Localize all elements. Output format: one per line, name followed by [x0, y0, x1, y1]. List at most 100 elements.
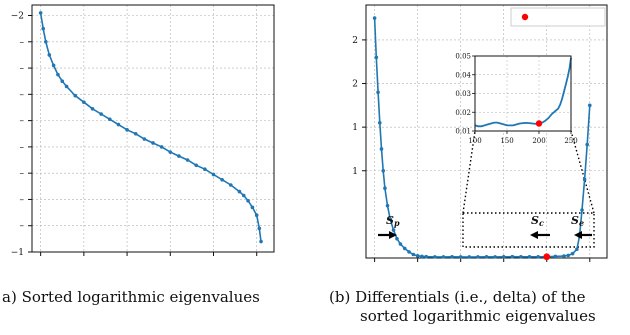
- chart-b-data-point: [501, 254, 506, 259]
- chart-a-data-point: [82, 100, 86, 105]
- chart-a-data-point: [64, 84, 69, 89]
- chart-b-ticks: 1 1 2 2: [352, 36, 591, 262]
- annotation-se: Se: [571, 214, 592, 239]
- zoom-connector-left: [462, 130, 476, 214]
- chart-b-data-point: [580, 208, 584, 212]
- chart-b-data-point: [424, 254, 429, 259]
- chart-a-ytick-label: –: [20, 64, 25, 74]
- chart-a-ytick-label: −1: [11, 248, 24, 258]
- chart-a-data-point: [241, 193, 246, 198]
- chart-a-ticks: −2 – – – – – – – – −1: [11, 12, 258, 258]
- chart-b-data-point: [388, 216, 392, 221]
- chart-a-data-point: [246, 198, 250, 203]
- chart-a-data-point: [73, 93, 78, 98]
- caption-a: a) Sorted logarithmic eigenvalues: [2, 288, 260, 306]
- chart-a-ytick-label: –: [20, 222, 25, 232]
- chart-b-data-point: [433, 255, 437, 259]
- chart-b-data-point: [407, 250, 411, 254]
- chart-a-data-point: [254, 213, 259, 218]
- chart-b-inset: 100 150 200 250 0.01 0.02 0.03 0.04 0.05: [455, 53, 577, 146]
- chart-a-data-point: [194, 163, 199, 168]
- inset-ytick-label: 0.01: [455, 128, 471, 136]
- chart-b-data-point: [476, 255, 480, 259]
- chart-b-data-point: [510, 254, 515, 259]
- chart-b-data-point: [527, 254, 532, 259]
- chart-b-data-point: [484, 254, 489, 259]
- inset-frame-outline: [474, 55, 572, 132]
- inset-xtick-label: 100: [468, 137, 481, 145]
- annotation-sp-label: Sp: [386, 214, 400, 228]
- chart-b-ytick-label: 2: [352, 36, 358, 46]
- zoom-region-box: [462, 212, 595, 248]
- chart-a-ytick-label: –: [20, 169, 25, 179]
- chart-a-data-point: [237, 189, 242, 194]
- chart-b-data-point: [570, 251, 575, 256]
- chart-b-data-point: [450, 254, 454, 259]
- chart-a-series-line: [39, 12, 262, 242]
- annotation-sc-label: Sc: [531, 214, 544, 228]
- chart-b-data-point: [587, 103, 592, 108]
- chart-b-data-point: [575, 247, 579, 252]
- chart-b-data-point: [395, 237, 399, 241]
- chart-a-data-point: [56, 72, 60, 77]
- inset-xtick-label: 200: [532, 137, 545, 145]
- inset-ytick-label: 0.04: [455, 71, 471, 79]
- chart-a-data-point: [220, 177, 224, 182]
- chart-a-ytick-label: –: [20, 143, 25, 153]
- chart-b-data-point: [381, 168, 386, 173]
- chart-b-data-point: [582, 177, 587, 182]
- chart-a-data-point: [133, 131, 138, 136]
- chart-a-data-point: [107, 117, 112, 122]
- chart-a-data-point: [116, 122, 121, 127]
- chart-a-ytick-label: –: [20, 90, 25, 100]
- chart-b-data-point: [467, 255, 472, 259]
- inset-ytick-label: 0.02: [455, 109, 471, 117]
- chart-b-data-point: [536, 254, 540, 259]
- chart-b-data-point: [585, 142, 590, 147]
- chart-a-data-point: [151, 141, 155, 145]
- chart-b-data-point: [415, 254, 420, 258]
- annotation-se-arrow-head: [574, 231, 582, 239]
- inset-xtick-label: 250: [564, 137, 577, 145]
- chart-a-ytick-label: –: [20, 117, 25, 127]
- inset-series: [474, 57, 572, 128]
- chart-a-ytick-label: –: [20, 195, 25, 205]
- chart-b-series-line: [373, 18, 591, 258]
- chart-b-series: [372, 16, 592, 261]
- chart-a-data-point: [142, 137, 147, 141]
- chart-a-data-point: [159, 145, 164, 149]
- chart-a-data-point: [90, 106, 95, 111]
- chart-a-data-point: [47, 53, 52, 57]
- chart-b-data-point: [420, 254, 424, 259]
- chart-b-eigenvalue-differentials: 1 1 2 2 Sp Sc Se 100 150 200 250 0.01: [352, 4, 608, 262]
- chart-a-grid: [32, 5, 274, 253]
- annotation-sc: Sc: [530, 214, 550, 239]
- inset-highlight-point: [535, 120, 543, 127]
- chart-a-data-point: [259, 239, 263, 244]
- chart-a-data-point: [60, 79, 65, 84]
- chart-a-data-point: [51, 63, 56, 68]
- chart-a-data-point: [99, 112, 103, 116]
- chart-a-ytick-label: −2: [11, 12, 24, 22]
- chart-b-data-point: [553, 254, 558, 259]
- caption-b-line2: sorted logarithmic eigenvalues: [360, 307, 596, 325]
- chart-a-data-point: [257, 226, 262, 231]
- chart-b-data-point: [374, 55, 379, 60]
- chart-a-data-point: [203, 167, 207, 172]
- chart-a-axes-frame: [31, 4, 275, 253]
- annotation-sc-arrow-head: [530, 231, 538, 239]
- annotation-se-label: Se: [571, 214, 584, 228]
- chart-a-data-point: [228, 183, 233, 187]
- chart-b-data-point: [519, 254, 523, 259]
- inset-series-line: [474, 57, 572, 128]
- chart-b-data-point: [377, 120, 382, 125]
- chart-a-data-point: [125, 128, 129, 132]
- chart-a-data-point: [250, 205, 255, 210]
- inset-ytick-label: 0.03: [455, 90, 471, 98]
- inset-xtick-label: 150: [500, 137, 513, 145]
- chart-a-data-point: [38, 11, 43, 15]
- chart-b-highlight-point: [543, 253, 551, 261]
- chart-b-data-point: [383, 186, 387, 191]
- chart-a-data-point: [41, 26, 46, 31]
